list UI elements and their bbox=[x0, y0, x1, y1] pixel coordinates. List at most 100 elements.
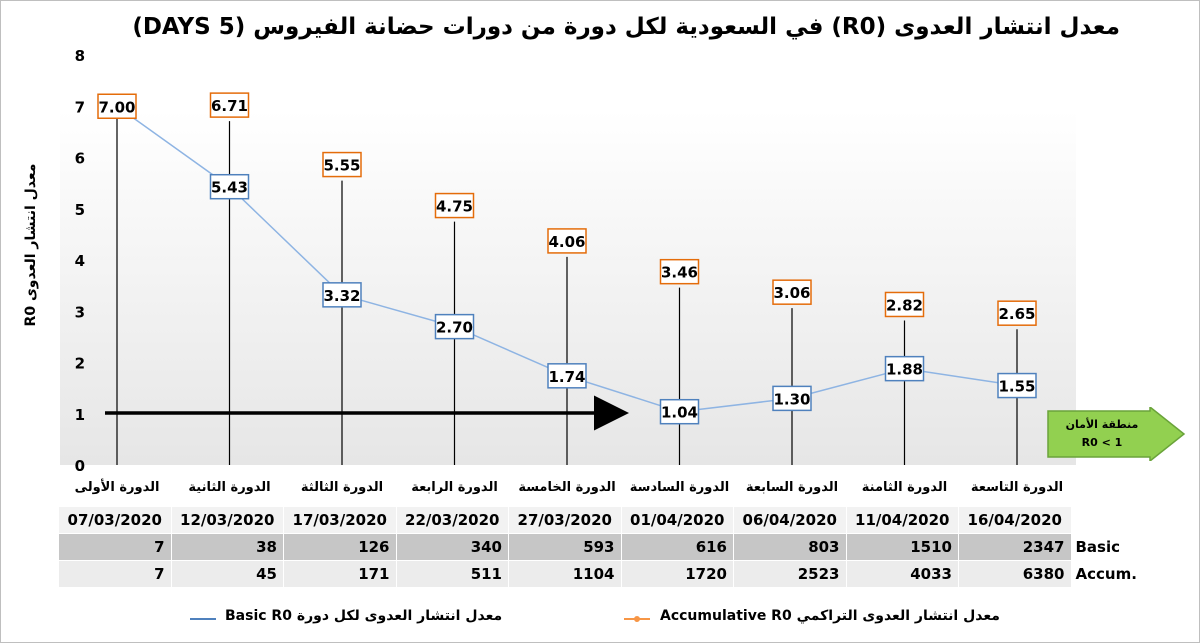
x-axis-categories: الدورة الأولى الدورة الثانية الدورة الثالث… bbox=[75, 478, 1064, 495]
x-category-label: الدورة الأولى bbox=[75, 478, 160, 495]
basic-data-label: 5.43 bbox=[211, 179, 248, 197]
basic-data-label-box bbox=[659, 398, 700, 425]
accum-data-label-box bbox=[659, 258, 700, 285]
table-cell-accum: 45 bbox=[170, 560, 284, 588]
y-tick-label: 3 bbox=[75, 303, 85, 321]
safe-zone-arrow bbox=[1047, 407, 1186, 461]
basic-data-label-box bbox=[547, 363, 587, 389]
accum-data-label-box bbox=[772, 279, 812, 305]
table-cell-date: 07/03/2020 bbox=[58, 506, 172, 534]
x-category-label: الدورة التاسعة bbox=[971, 480, 1063, 495]
table-cell-accum: 7 bbox=[58, 560, 172, 588]
chart-plot: 0 1 2 3 4 5 6 7 8 6.71 5.55 4.75 4.06 3.46 3.06 2.82 2.… bbox=[60, 47, 1076, 495]
accum-data-label: 2.65 bbox=[998, 305, 1035, 323]
basic-data-label: 1.30 bbox=[773, 390, 810, 408]
y-tick-label: 1 bbox=[75, 406, 85, 424]
safe-zone-line1: منطقة الأمان bbox=[1065, 418, 1139, 431]
table-cell-date: 16/04/2020 bbox=[958, 506, 1072, 534]
table-cell-accum: 6380 bbox=[958, 560, 1072, 588]
legend-accum: معدل انتشار العدوى التراكمي Accumulative… bbox=[660, 608, 1000, 624]
accum-data-label-box bbox=[884, 291, 925, 318]
y-tick-label: 5 bbox=[75, 201, 85, 219]
table-cell-accum: 2523 bbox=[733, 560, 847, 588]
basic-data-label: 1.04 bbox=[661, 404, 698, 422]
accum-data-label-box bbox=[434, 192, 475, 219]
accum-data-label: 3.46 bbox=[661, 264, 698, 282]
drop-lines bbox=[116, 106, 1018, 465]
table-row-basic: 7 38 126 340 593 616 803 1510 2347 Basic bbox=[58, 533, 1144, 561]
table-cell-basic: 126 bbox=[283, 533, 397, 561]
basic-data-label: 1.88 bbox=[886, 361, 923, 379]
basic-data-label-box bbox=[772, 385, 812, 412]
y-axis-ticks: 0 1 2 3 4 5 6 7 8 bbox=[75, 47, 85, 475]
accum-data-label: 4.75 bbox=[436, 198, 473, 216]
accum-data-label: 2.82 bbox=[886, 296, 923, 314]
x-category-label: الدورة الثالثة bbox=[301, 480, 383, 495]
x-category-label: الدورة الخامسة bbox=[518, 480, 615, 495]
accum-data-label: 6.71 bbox=[211, 97, 248, 115]
table-cell-basic: 593 bbox=[508, 533, 622, 561]
safe-zone-label: منطقة الأمان R0 < 1 bbox=[1050, 416, 1154, 452]
basic-data-label-box bbox=[209, 173, 250, 200]
table-cell-date: 12/03/2020 bbox=[170, 506, 284, 534]
table-cell-basic: 38 bbox=[170, 533, 284, 561]
basic-data-label: 2.70 bbox=[436, 319, 473, 337]
x-category-label: الدورة الثامنة bbox=[862, 480, 947, 495]
safe-zone-line2: R0 < 1 bbox=[1081, 436, 1123, 449]
y-tick-label: 8 bbox=[75, 47, 85, 65]
data-table: 07/03/2020 12/03/2020 17/03/2020 22/03/2020… bbox=[58, 506, 1144, 588]
table-cell-date-row-label bbox=[1070, 506, 1144, 534]
table-cell-basic: 616 bbox=[620, 533, 734, 561]
accum-data-label: 4.06 bbox=[548, 233, 585, 251]
accum-data-label: 5.55 bbox=[323, 157, 360, 175]
y-tick-label: 6 bbox=[75, 150, 85, 168]
chart-title: معدل انتشار العدوى (R0) في السعودية لكل … bbox=[132, 14, 1120, 40]
accum-data-label-box bbox=[322, 151, 362, 178]
table-row-dates: 07/03/2020 12/03/2020 17/03/2020 22/03/2020… bbox=[58, 506, 1144, 534]
table-cell-date: 22/03/2020 bbox=[395, 506, 509, 534]
table-cell-date: 01/04/2020 bbox=[620, 506, 734, 534]
table-cell-basic: 1510 bbox=[845, 533, 959, 561]
table-cell-basic: 340 bbox=[395, 533, 509, 561]
legend-basic: معدل انتشار العدوى لكل دورة Basic R0 bbox=[225, 608, 503, 624]
table-cell-accum-row-label: Accum. bbox=[1070, 560, 1144, 588]
table-cell-date: 06/04/2020 bbox=[733, 506, 847, 534]
x-category-label: الدورة الرابعة bbox=[411, 480, 498, 495]
table-row-accum: 7 45 171 511 1104 1720 2523 4033 6380 Accum. bbox=[58, 560, 1144, 588]
x-category-label: الدورة السابعة bbox=[746, 480, 838, 495]
basic-data-label: 3.32 bbox=[323, 287, 360, 305]
table-cell-date: 17/03/2020 bbox=[283, 506, 397, 534]
table-cell-accum: 1104 bbox=[508, 560, 622, 588]
legend-accum-marker bbox=[634, 616, 640, 622]
accum-data-label-box bbox=[997, 300, 1037, 326]
basic-data-label-box bbox=[322, 282, 362, 308]
table-cell-basic: 7 bbox=[58, 533, 172, 561]
y-tick-label: 7 bbox=[75, 98, 85, 116]
table-cell-accum: 511 bbox=[395, 560, 509, 588]
data-labels: 6.71 5.55 4.75 4.06 3.46 3.06 2.82 2.65 7.00 5.43… bbox=[97, 92, 1037, 425]
basic-data-label: 7.00 bbox=[98, 98, 135, 116]
table-cell-accum: 4033 bbox=[845, 560, 959, 588]
table-cell-accum: 171 bbox=[283, 560, 397, 588]
basic-data-label-box bbox=[884, 355, 925, 382]
y-tick-label: 0 bbox=[75, 457, 85, 475]
table-cell-basic-row-label: Basic bbox=[1070, 533, 1144, 561]
accum-data-label-box bbox=[209, 92, 250, 118]
table-cell-date: 27/03/2020 bbox=[508, 506, 622, 534]
x-category-label: الدورة السادسة bbox=[630, 480, 729, 495]
accum-data-label-box bbox=[547, 228, 587, 254]
basic-data-label-box bbox=[997, 372, 1037, 399]
table-cell-basic: 803 bbox=[733, 533, 847, 561]
y-tick-label: 2 bbox=[75, 355, 85, 373]
legend-basic-swatch bbox=[190, 618, 216, 620]
table-cell-basic: 2347 bbox=[958, 533, 1072, 561]
basic-data-label: 1.55 bbox=[998, 378, 1035, 396]
table-cell-accum: 1720 bbox=[620, 560, 734, 588]
x-category-label: الدورة الثانية bbox=[188, 480, 270, 495]
accum-data-label: 3.06 bbox=[773, 284, 810, 302]
basic-data-label-box bbox=[97, 93, 137, 119]
basic-data-label: 1.74 bbox=[548, 368, 585, 386]
y-tick-label: 4 bbox=[75, 252, 85, 270]
table-cell-date: 11/04/2020 bbox=[845, 506, 959, 534]
basic-data-label-box bbox=[434, 313, 475, 340]
